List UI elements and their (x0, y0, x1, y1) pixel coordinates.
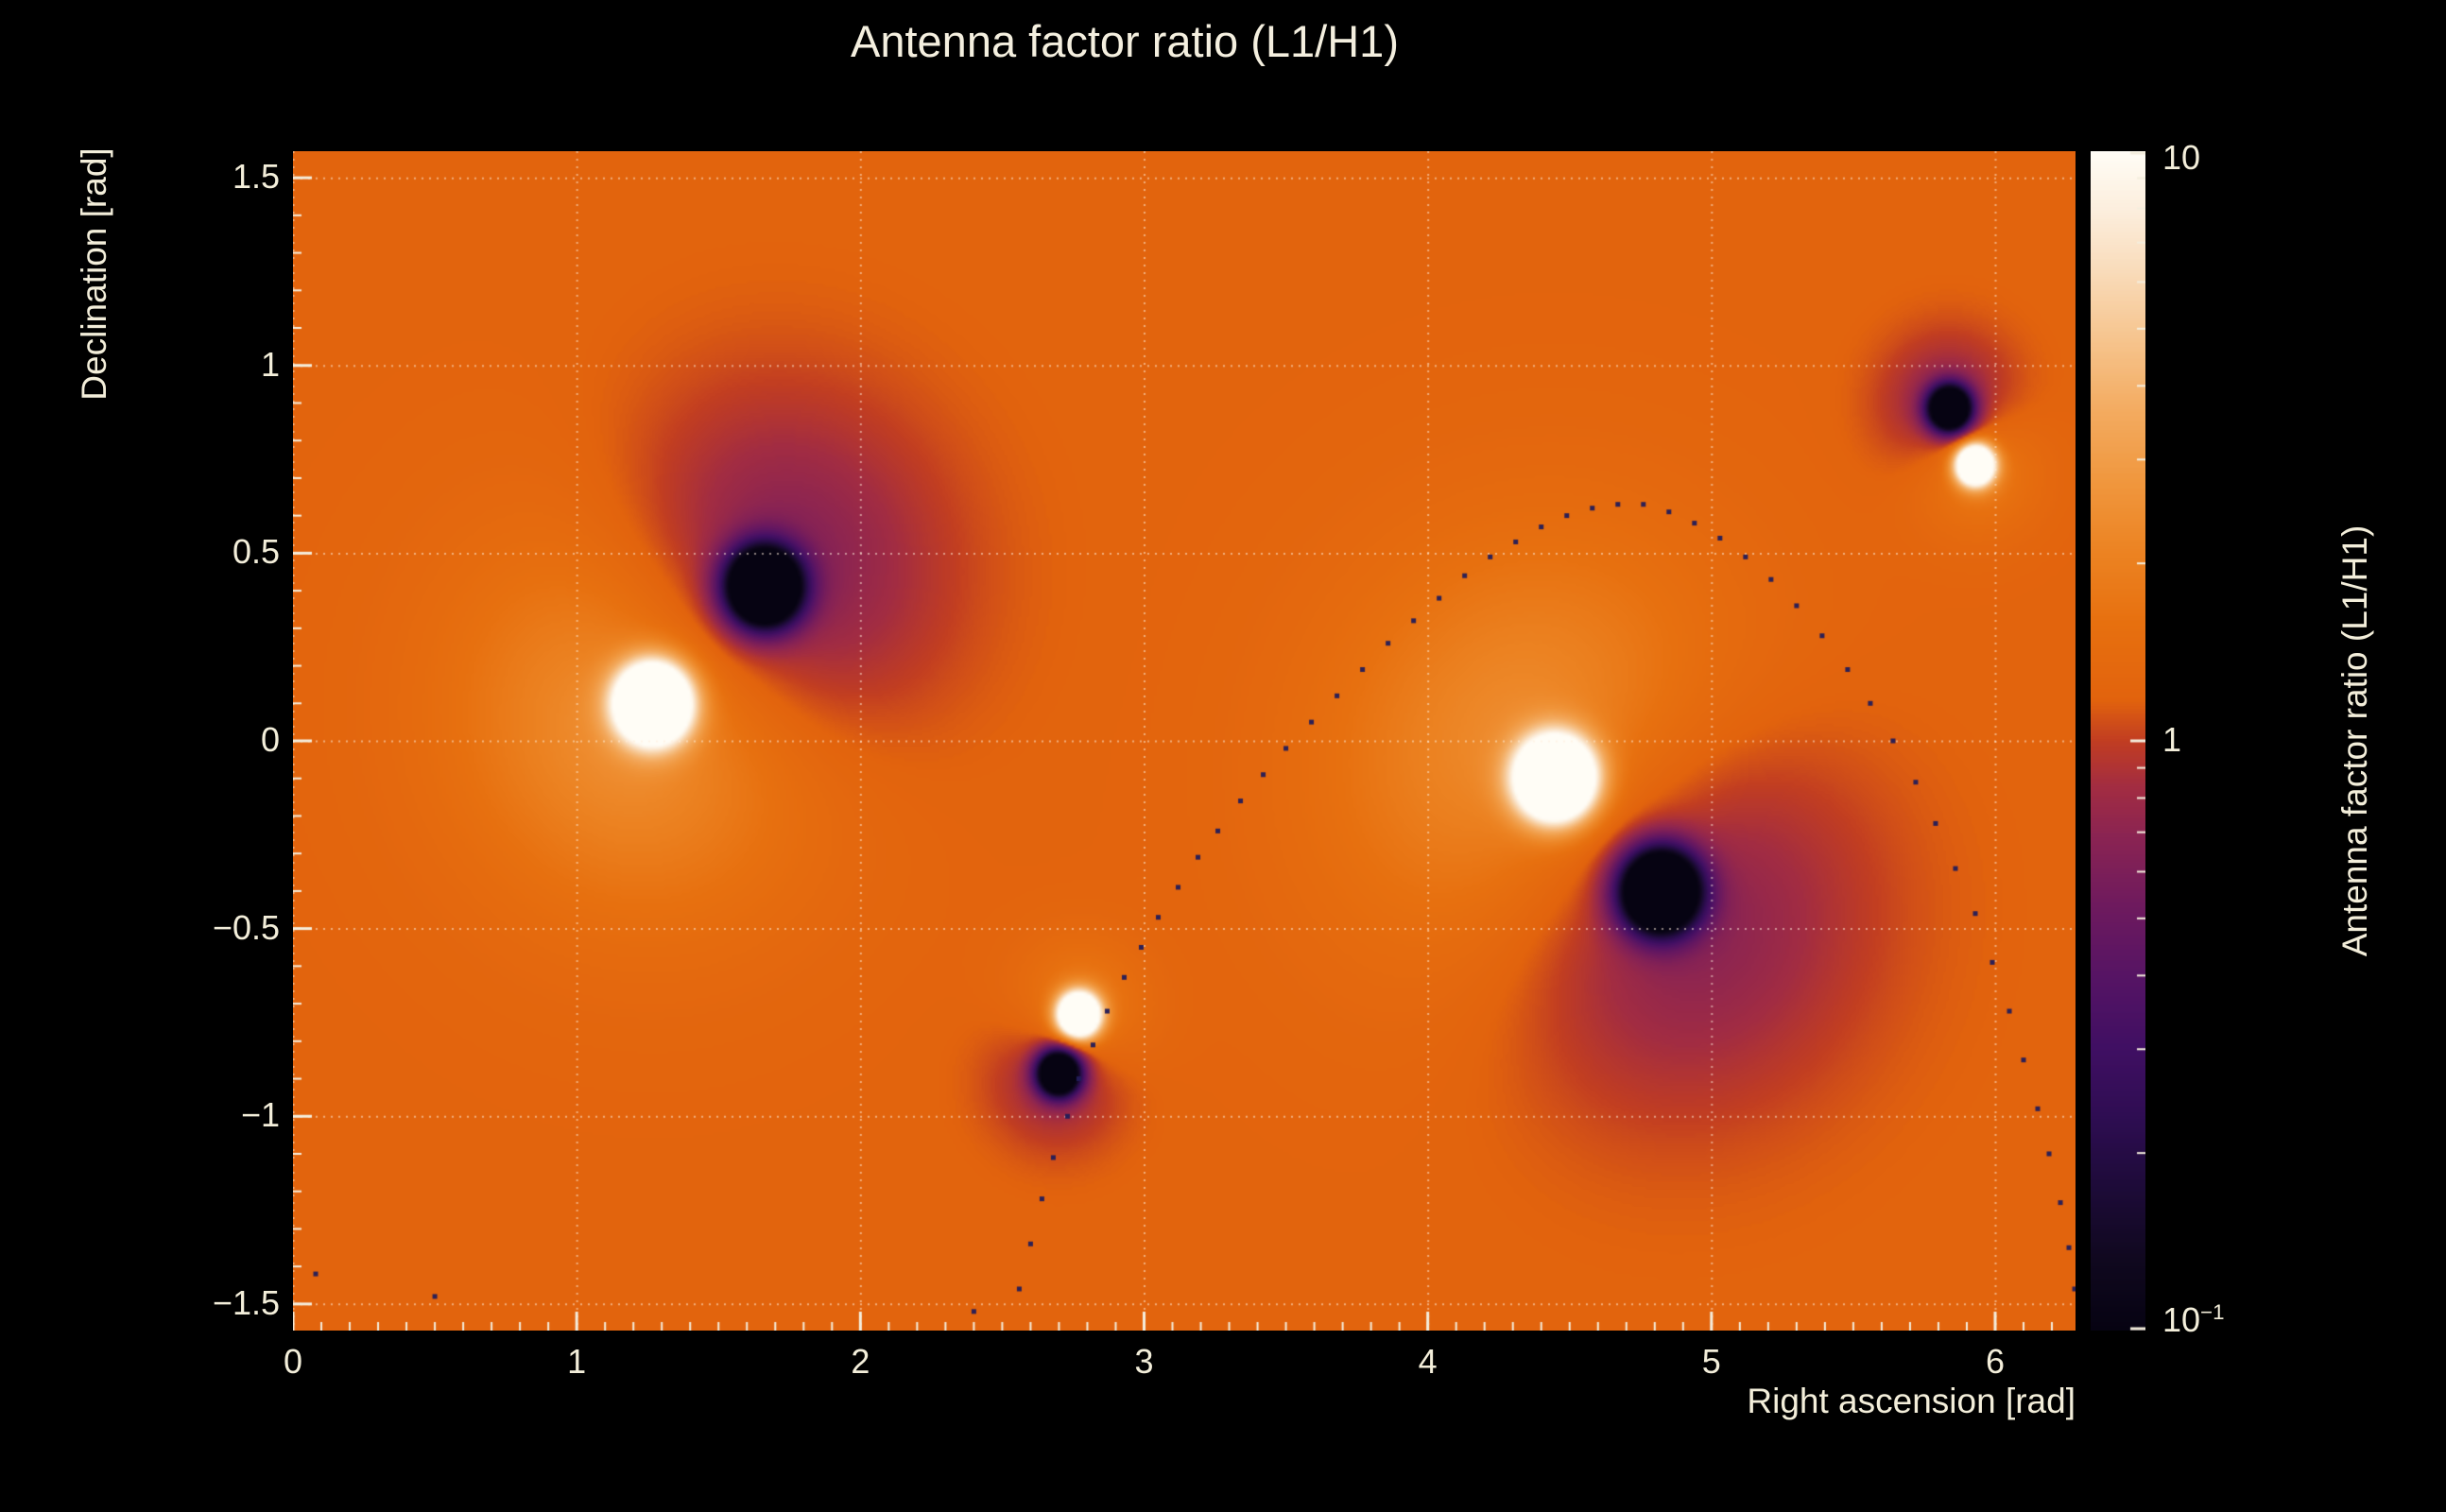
colorbar (2091, 151, 2145, 1331)
x-tick-label: 4 (1418, 1342, 1438, 1381)
y-tick-label: −1.5 (212, 1282, 280, 1322)
colorbar-tick-base: 10 (2162, 1300, 2201, 1339)
colorbar-tick-label-0.1: 10−1 (2162, 1300, 2225, 1340)
y-axis-title: Declination [rad] (75, 147, 113, 401)
y-tick-label: 1.5 (232, 157, 280, 197)
colorbar-tick-exponent: −1 (2200, 1300, 2225, 1324)
x-axis-title: Right ascension [rad] (1747, 1382, 2076, 1420)
x-tick-label: 0 (283, 1342, 303, 1381)
x-tick-label: 3 (1134, 1342, 1154, 1381)
x-tick-label: 1 (567, 1342, 587, 1381)
colorbar-axis-title: Antenna factor ratio (L1/H1) (2335, 524, 2374, 957)
y-tick-label: −0.5 (212, 907, 280, 947)
colorbar-tick-label-10: 10 (2162, 138, 2201, 177)
y-tick-label: 0.5 (232, 532, 280, 572)
y-tick-label: 1 (260, 344, 280, 384)
colorbar-tick-label-1: 1 (2162, 720, 2182, 759)
x-tick-label: 2 (851, 1342, 870, 1381)
plot-title: Antenna factor ratio (L1/H1) (851, 16, 1399, 66)
heatmap-plot (293, 151, 2076, 1331)
x-tick-label: 6 (1985, 1342, 2005, 1381)
y-tick-label: 0 (260, 720, 280, 759)
x-tick-label: 5 (1701, 1342, 1721, 1381)
y-tick-label: −1 (240, 1095, 280, 1135)
